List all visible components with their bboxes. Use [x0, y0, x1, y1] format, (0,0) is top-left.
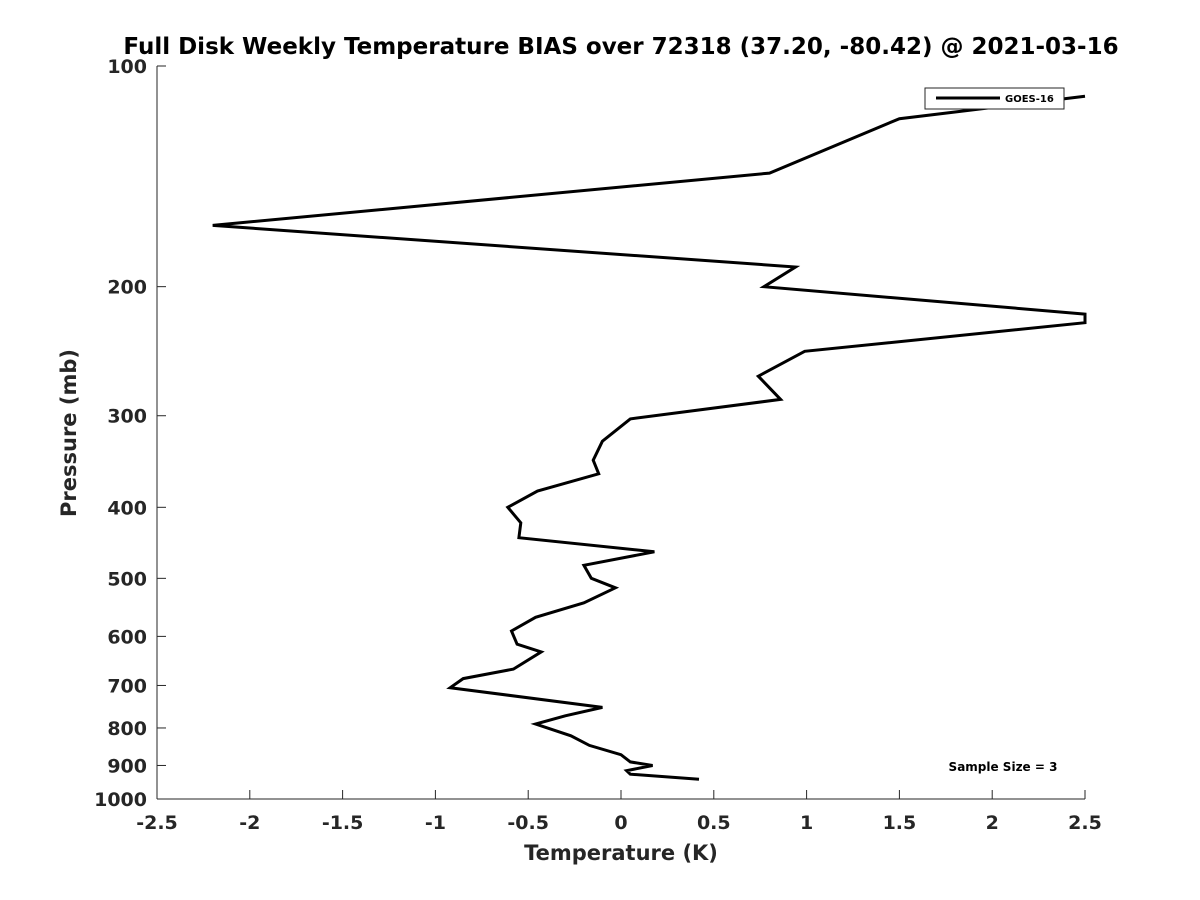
x-tick-label: 1 — [800, 812, 813, 834]
x-tick-label: 1.5 — [883, 812, 917, 834]
x-ticks: -2.5 -2 -1.5 -1 -0.5 0 0.5 1 1.5 2 2.5 — [136, 790, 1102, 834]
series-lines — [212, 94, 1087, 781]
y-tick-label: 800 — [107, 718, 147, 740]
x-axis-label: Temperature (K) — [524, 841, 718, 865]
x-tick-label: -1.5 — [322, 812, 364, 834]
y-tick-label: 500 — [107, 568, 147, 590]
y-tick-label: 900 — [107, 755, 147, 777]
x-tick-label: 2 — [986, 812, 999, 834]
y-tick-label: 100 — [107, 56, 147, 78]
x-tick-label: -2.5 — [136, 812, 178, 834]
chart-title: Full Disk Weekly Temperature BIAS over 7… — [123, 34, 1118, 60]
x-tick-label: -2 — [239, 812, 260, 834]
y-tick-label: 1000 — [94, 789, 147, 811]
x-tick-label: 2.5 — [1068, 812, 1102, 834]
y-ticks: 100 200 300 400 500 600 700 800 900 1000 — [94, 56, 166, 811]
x-tick-label: 0 — [614, 812, 627, 834]
x-tick-label: 0.5 — [697, 812, 731, 834]
y-tick-label: 600 — [107, 626, 147, 648]
y-tick-label: 400 — [107, 497, 147, 519]
legend: GOES-16 — [924, 87, 1065, 110]
y-tick-label: 300 — [107, 406, 147, 428]
y-tick-label: 200 — [107, 277, 147, 299]
series-line-goes-16 — [212, 94, 1087, 781]
legend-label-goes-16: GOES-16 — [1005, 94, 1054, 105]
sample-size-annotation: Sample Size = 3 — [949, 760, 1058, 774]
x-tick-label: -0.5 — [507, 812, 549, 834]
y-axis-label: Pressure (mb) — [57, 349, 81, 517]
y-tick-label: 700 — [107, 675, 147, 697]
x-tick-label: -1 — [425, 812, 446, 834]
